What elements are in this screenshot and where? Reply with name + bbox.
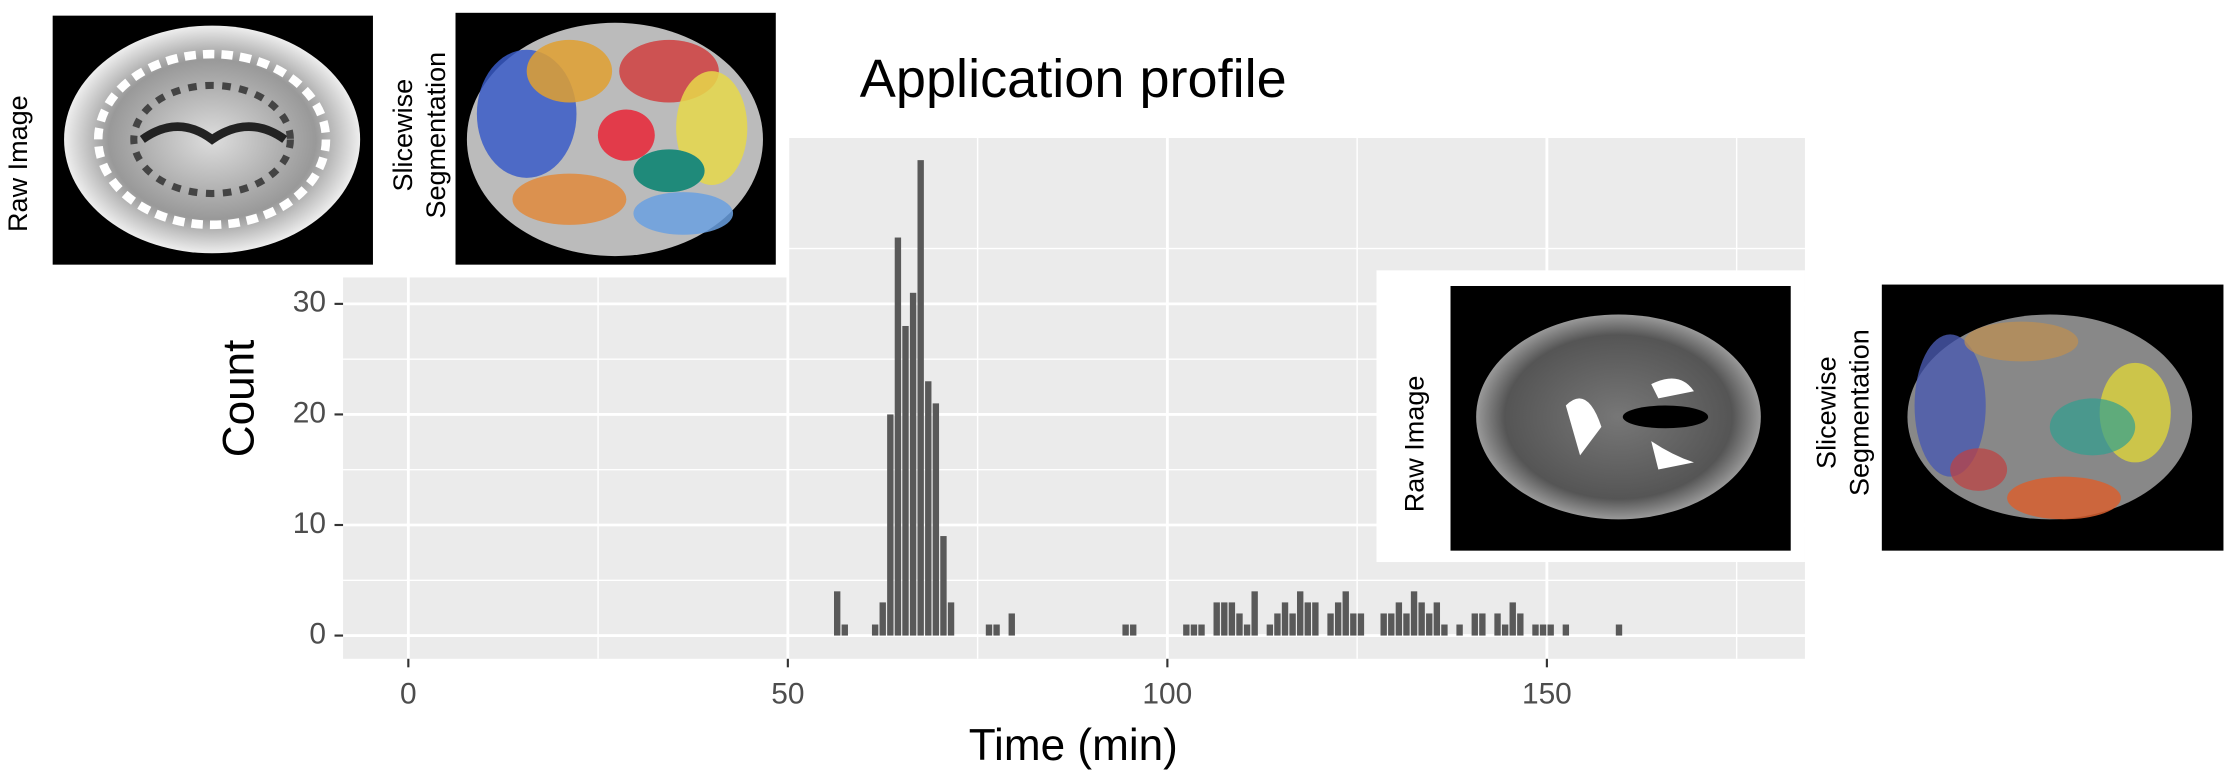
bar [1251,591,1258,636]
bar [1221,602,1228,636]
bar [1539,624,1547,636]
bar [1410,591,1418,636]
bar [1304,602,1311,636]
bar [1380,613,1387,636]
bar [1547,624,1554,636]
bar [834,591,841,636]
bar [902,325,909,636]
bar [1562,624,1570,636]
inset-label-line: Slicewise [1812,356,1842,469]
bar [879,602,886,636]
chart-title: Application profile [860,49,1287,109]
x-tick-label: 150 [1522,678,1572,711]
bar [1357,613,1365,636]
inset-label-line: Raw Image [3,95,33,232]
inset-label-line: Slicewise [388,79,418,192]
bar [1350,613,1357,636]
bar [925,381,932,636]
bar [1228,602,1236,636]
bar [1297,591,1304,636]
bar [1243,624,1251,636]
bar [1312,602,1319,636]
bar [1342,591,1349,636]
x-tick-label: 100 [1142,678,1192,711]
bar [1190,624,1198,636]
bar [1426,613,1433,636]
bar [932,403,940,636]
bar [909,292,917,636]
bar [947,602,955,636]
y-tick-label: 20 [293,396,326,429]
bar [1418,602,1425,636]
bar [1615,624,1623,636]
bar [1479,613,1486,636]
brain-image [52,15,373,265]
bar [871,624,879,636]
brain-image [455,12,776,265]
bar [1130,624,1137,636]
bar [985,624,993,636]
bar [894,237,902,636]
bar [1433,602,1441,636]
bar [917,160,924,636]
inset-label: Slicewise Segmentation [388,52,451,219]
inset-label: Slicewise Segmentation [1812,329,1875,496]
x-tick-label: 0 [400,678,417,711]
bar [1334,602,1342,636]
bar [841,624,848,636]
bar [1494,613,1501,636]
bar [1281,602,1289,636]
bar [1456,624,1463,636]
bar [1471,613,1478,636]
bar [1501,624,1509,636]
bar [1008,613,1015,636]
x-axis-label: Time (min) [969,721,1178,770]
y-tick-label: 0 [309,617,326,650]
x-tick-label: 50 [771,678,804,711]
brain-image [1881,284,2224,551]
bar [887,414,894,636]
bar [993,624,1000,636]
inset-label-line: Segmentation [421,52,451,219]
bar [1266,624,1274,636]
bar [1327,613,1334,636]
bar [1403,613,1410,636]
bar [1236,613,1243,636]
inset-label-line: Raw Image [1399,376,1429,513]
bar [1441,624,1448,636]
bar [1122,624,1129,636]
bar [1517,613,1524,636]
y-tick-label: 30 [293,286,326,319]
y-axis-label: Count [215,340,264,458]
inset-label-line: Segmentation [1844,329,1874,496]
bar [1198,624,1205,636]
bar [1395,602,1403,636]
inset-label: Raw Image [1399,376,1429,513]
bar [1213,602,1220,636]
brain-image [1450,285,1791,551]
bar [1509,602,1516,636]
bar [1183,624,1190,636]
bar [1388,613,1395,636]
bar [940,536,947,636]
inset-label: Raw Image [3,95,33,232]
bar [1532,624,1539,636]
y-tick-label: 10 [293,507,326,540]
bar [1289,613,1296,636]
bar [1274,613,1281,636]
